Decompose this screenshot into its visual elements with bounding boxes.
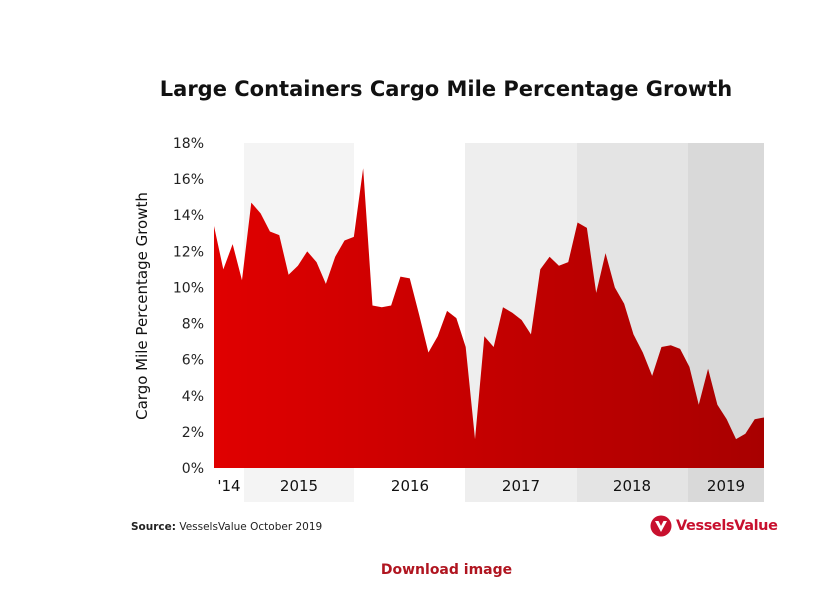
y-tick-label: 12% bbox=[173, 244, 204, 260]
y-tick-label: 2% bbox=[182, 425, 204, 441]
source-note: Source: VesselsValue October 2019 bbox=[131, 521, 322, 533]
download-image-link[interactable]: Download image bbox=[380, 562, 513, 578]
y-tick-label: 6% bbox=[182, 353, 204, 369]
vesselsvalue-logo-icon bbox=[650, 515, 672, 537]
y-tick-label: 16% bbox=[173, 172, 204, 188]
chart-title: Large Containers Cargo Mile Percentage G… bbox=[160, 77, 732, 101]
x-tick-label: 2019 bbox=[707, 477, 745, 495]
x-tick-label: 2016 bbox=[391, 477, 429, 495]
vesselsvalue-logo: VesselsValue bbox=[650, 515, 778, 537]
x-axis-ticks: '14 2015 2016 2017 2018 2019 bbox=[217, 477, 745, 495]
y-axis-ticks: 0% 2% 4% 6% 8% 10% 12% 14% 16% 18% bbox=[173, 136, 204, 477]
y-tick-label: 18% bbox=[173, 136, 204, 152]
logo-text: VesselsValue bbox=[676, 518, 778, 534]
y-tick-label: 4% bbox=[182, 389, 204, 405]
x-tick-label: 2018 bbox=[613, 477, 651, 495]
x-tick-label: '14 bbox=[217, 477, 240, 495]
y-tick-label: 14% bbox=[173, 208, 204, 224]
source-text: VesselsValue October 2019 bbox=[175, 521, 323, 533]
y-tick-label: 10% bbox=[173, 280, 204, 296]
y-axis-label: Cargo Mile Percentage Growth bbox=[133, 192, 151, 420]
y-tick-label: 0% bbox=[182, 461, 204, 477]
source-label: Source: bbox=[131, 521, 176, 533]
x-tick-label: 2015 bbox=[280, 477, 318, 495]
y-tick-label: 8% bbox=[182, 317, 204, 333]
area-series bbox=[214, 168, 764, 468]
x-tick-label: 2017 bbox=[502, 477, 540, 495]
